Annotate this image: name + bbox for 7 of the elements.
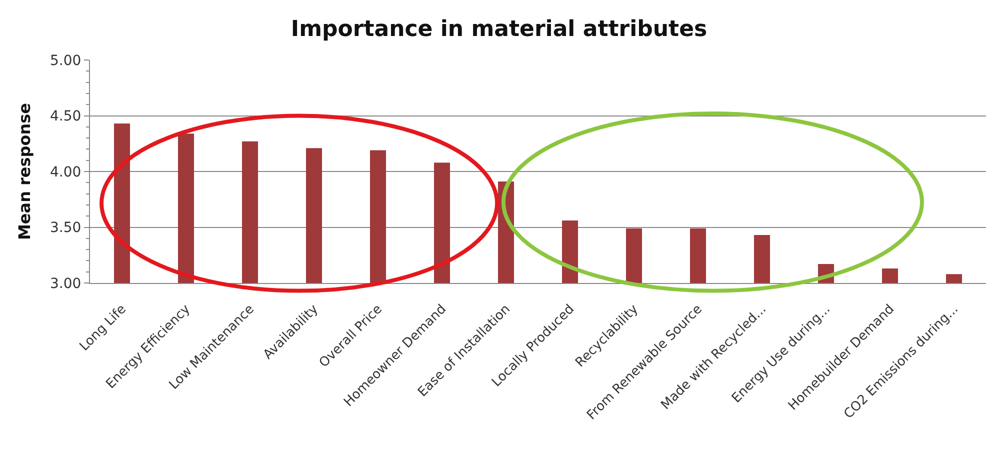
y-tick-label: 4.50 bbox=[50, 108, 82, 125]
y-tick-label: 3.50 bbox=[50, 220, 82, 236]
y-tick-label: 4.00 bbox=[50, 164, 82, 180]
y-tick-label: 3.00 bbox=[50, 276, 82, 292]
chart-title: Importance in material attributes bbox=[290, 17, 708, 42]
y-tick-label: 5.00 bbox=[50, 52, 82, 69]
y-axis-title: Mean response bbox=[14, 102, 34, 240]
